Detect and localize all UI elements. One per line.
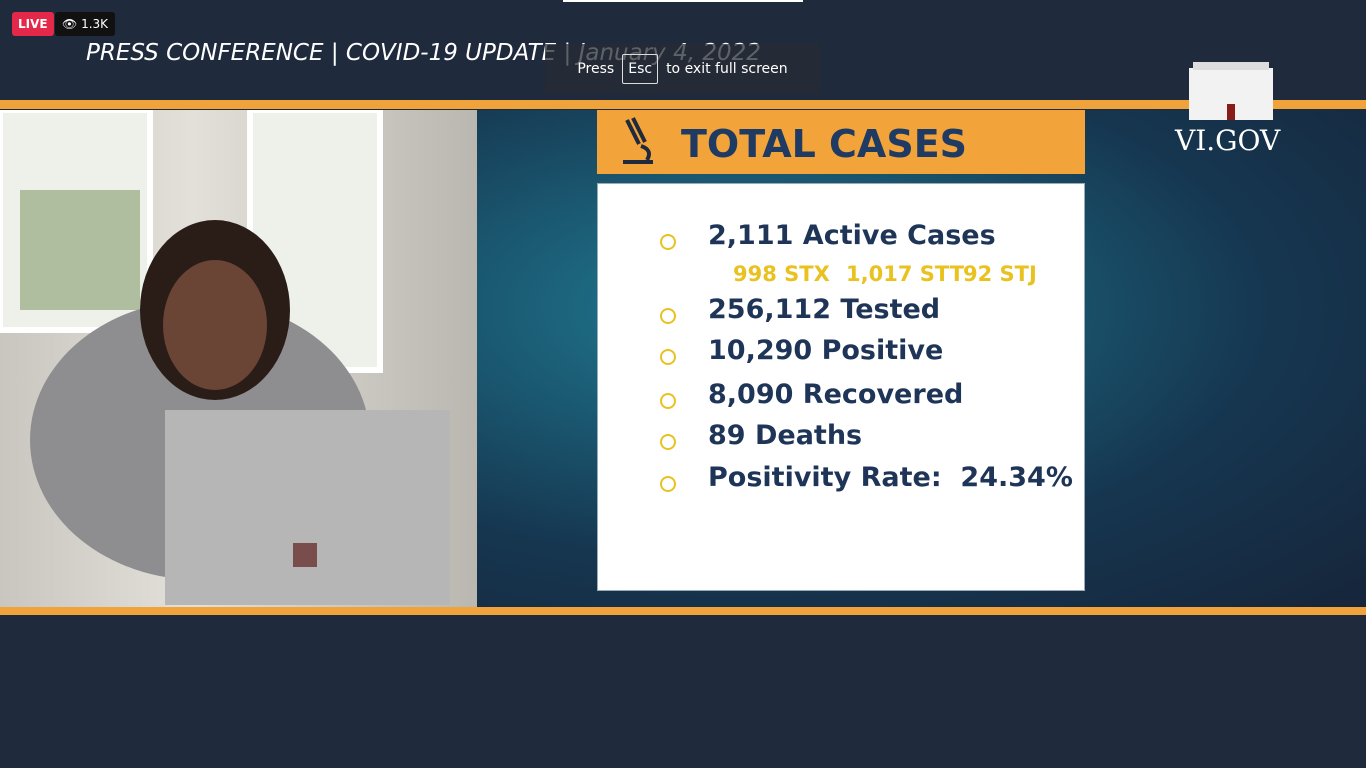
bullet bbox=[660, 434, 676, 450]
bullet bbox=[660, 393, 676, 409]
slide-content: 2,111 Active Cases 256,112 Tested 10,290 P… bbox=[597, 183, 1085, 591]
orange-band bbox=[0, 606, 1366, 615]
slide-header: TOTAL CASES bbox=[597, 110, 1085, 174]
orange-band bbox=[0, 100, 1366, 109]
bullet bbox=[660, 308, 676, 324]
stat-item: 8,090 Recovered bbox=[708, 379, 964, 410]
hint-text: to exit full screen bbox=[666, 61, 788, 77]
stat-item: 256,112 Tested bbox=[708, 294, 941, 325]
speaker-video bbox=[0, 110, 477, 607]
stat-item: 10,290 Positive bbox=[708, 335, 944, 366]
stat-item: 2,111 Active Cases bbox=[708, 220, 996, 251]
stat-item: 89 Deaths bbox=[708, 420, 863, 451]
hint-text: Press bbox=[577, 61, 615, 77]
microscope-icon bbox=[623, 117, 653, 164]
island-breakdown: 1,017 STT bbox=[846, 262, 964, 286]
building-icon bbox=[1189, 62, 1273, 120]
live-badge: LIVE bbox=[12, 12, 54, 36]
island-breakdown: 998 STX bbox=[733, 262, 830, 286]
esc-key: Esc bbox=[622, 54, 659, 84]
bullet bbox=[660, 476, 676, 492]
fullscreen-hint: Press Esc to exit full screen bbox=[545, 44, 820, 94]
bullet bbox=[660, 234, 676, 250]
stat-item: Positivity Rate: 24.34% bbox=[708, 462, 1073, 493]
slide-title: TOTAL CASES bbox=[681, 122, 968, 166]
progress-bar bbox=[563, 0, 803, 2]
logo-text: VI.GOV bbox=[1175, 124, 1281, 157]
viewer-count-text: 1.3K bbox=[81, 17, 109, 31]
viewer-count: 👁 1.3K bbox=[55, 12, 116, 36]
island-breakdown: 92 STJ bbox=[963, 262, 1037, 286]
speaker-illustration bbox=[0, 110, 450, 605]
bullet bbox=[660, 349, 676, 365]
logo: VI.GOV bbox=[1175, 62, 1281, 157]
